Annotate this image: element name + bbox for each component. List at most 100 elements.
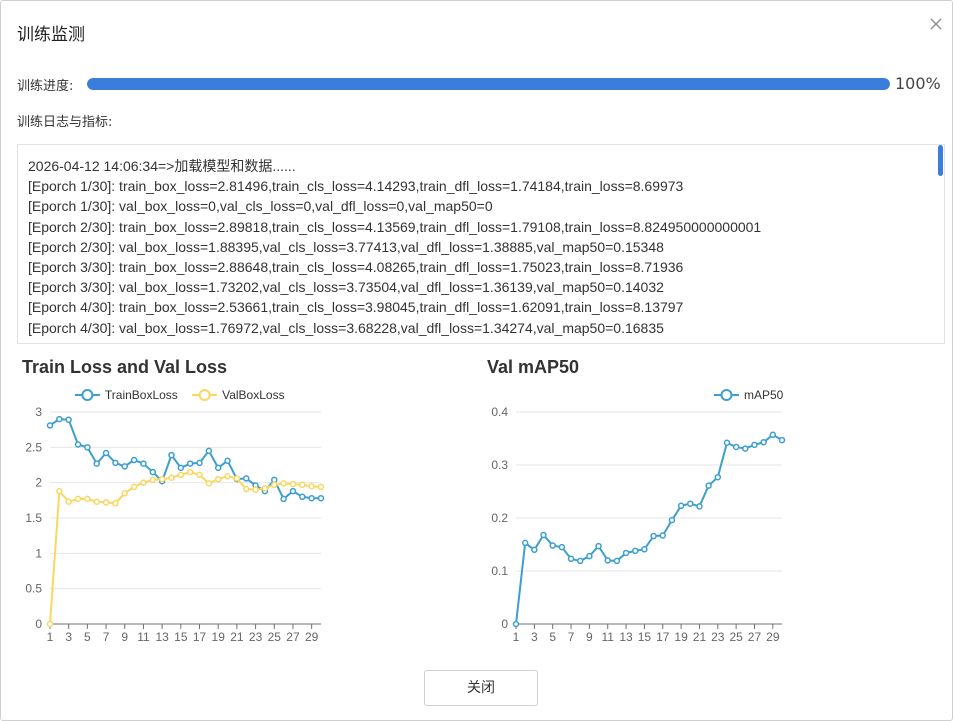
- data-point: [317, 494, 325, 502]
- x-tick-label: 17: [193, 630, 207, 644]
- legend-marker: [720, 389, 733, 401]
- progress-bar: [87, 78, 890, 90]
- x-tick-label: 3: [531, 630, 538, 644]
- data-point: [308, 482, 315, 490]
- data-point: [224, 457, 231, 465]
- log-line: [Eporch 2/30]: train_box_loss=2.89818,tr…: [28, 218, 762, 235]
- data-point: [84, 495, 91, 503]
- x-tick-label: 11: [601, 630, 614, 644]
- data-point: [299, 493, 306, 501]
- data-point: [687, 500, 694, 507]
- data-point: [242, 485, 250, 493]
- data-point: [289, 487, 297, 495]
- x-tick-label: 9: [586, 630, 593, 644]
- data-point: [558, 543, 566, 551]
- x-tick-label: 27: [286, 630, 300, 644]
- data-point: [280, 495, 287, 503]
- close-dialog-button[interactable]: 关闭: [424, 670, 538, 706]
- data-point: [576, 557, 584, 565]
- legend-marker: [198, 389, 211, 401]
- x-tick-label: 15: [638, 630, 652, 644]
- data-point: [214, 464, 222, 472]
- data-point: [112, 459, 119, 467]
- x-tick-label: 7: [568, 630, 575, 644]
- data-point: [317, 483, 325, 491]
- data-point: [112, 499, 119, 507]
- progress-track: [87, 78, 890, 90]
- data-point: [641, 546, 648, 553]
- y-tick-label: 0.5: [25, 582, 42, 596]
- data-point: [205, 480, 213, 487]
- series-line: [49, 418, 321, 501]
- dialog-title: 训练监测: [17, 25, 85, 45]
- data-point: [56, 487, 63, 495]
- x-tick-label: 13: [619, 630, 633, 644]
- y-tick-label: 0.2: [491, 511, 508, 525]
- data-point: [604, 557, 611, 564]
- data-point: [196, 459, 203, 467]
- log-line: 2026-04-12 14:06:34=>加载模型和数据......: [28, 158, 296, 174]
- data-point: [677, 502, 685, 510]
- data-point: [121, 490, 129, 497]
- data-point: [696, 503, 703, 510]
- chart-title: Val mAP50: [487, 357, 579, 377]
- data-point: [289, 480, 297, 488]
- close-button[interactable]: [929, 17, 943, 31]
- x-tick-label: 11: [137, 630, 150, 644]
- x-tick-label: 23: [711, 630, 725, 644]
- y-tick-label: 1: [35, 546, 42, 560]
- x-tick-label: 5: [84, 630, 91, 644]
- log-line: [Eporch 3/30]: val_box_loss=1.73202,val_…: [28, 279, 664, 296]
- data-point: [714, 473, 722, 481]
- data-point: [158, 475, 166, 483]
- data-point: [668, 516, 676, 524]
- log-line: [Eporch 3/30]: train_box_loss=2.88648,tr…: [28, 259, 684, 276]
- data-point: [177, 471, 185, 479]
- data-point: [732, 443, 740, 451]
- progress-text: 100%: [895, 74, 941, 93]
- y-tick-label: 2: [35, 476, 42, 490]
- x-tick-label: 27: [748, 630, 762, 644]
- x-tick-label: 15: [174, 630, 188, 644]
- data-point: [271, 481, 278, 489]
- data-point: [233, 475, 241, 482]
- x-tick-label: 23: [249, 630, 263, 644]
- data-point: [595, 542, 602, 550]
- legend-label: ValBoxLoss: [222, 388, 284, 402]
- x-tick-label: 9: [121, 630, 128, 644]
- x-tick-label: 19: [212, 630, 226, 644]
- data-point: [540, 531, 547, 539]
- x-tick-label: 29: [766, 630, 780, 644]
- y-tick-label: 0.3: [491, 458, 508, 472]
- data-point: [567, 555, 575, 563]
- data-point: [186, 468, 194, 476]
- y-tick-label: 0: [501, 617, 508, 631]
- data-point: [242, 475, 250, 482]
- data-point: [521, 539, 529, 547]
- log-label: 训练日志与指标:: [17, 115, 113, 130]
- series-line: [49, 471, 322, 625]
- log-line: [Eporch 4/30]: train_box_loss=2.53661,tr…: [28, 299, 684, 316]
- data-point: [705, 482, 712, 489]
- data-point: [102, 499, 110, 506]
- scrollbar[interactable]: [938, 145, 943, 176]
- log-line: [Eporch 1/30]: val_box_loss=0,val_cls_lo…: [28, 198, 493, 215]
- data-point: [93, 498, 100, 505]
- log-box[interactable]: 2026-04-12 14:06:34=>加载模型和数据...... [Eporc…: [17, 144, 945, 344]
- data-point: [74, 495, 82, 503]
- data-point: [280, 480, 287, 487]
- chart-title: Train Loss and Val Loss: [22, 357, 227, 377]
- data-point: [205, 447, 213, 455]
- y-tick-label: 1.5: [25, 511, 42, 525]
- data-point: [56, 415, 63, 423]
- data-point: [751, 441, 758, 449]
- x-tick-label: 13: [155, 630, 169, 644]
- data-point: [650, 532, 657, 540]
- data-point: [177, 464, 185, 472]
- data-point: [140, 479, 147, 486]
- data-point: [74, 441, 82, 448]
- data-point: [149, 468, 157, 476]
- y-tick-label: 3: [35, 405, 42, 419]
- data-point: [299, 481, 306, 489]
- data-point: [512, 620, 520, 628]
